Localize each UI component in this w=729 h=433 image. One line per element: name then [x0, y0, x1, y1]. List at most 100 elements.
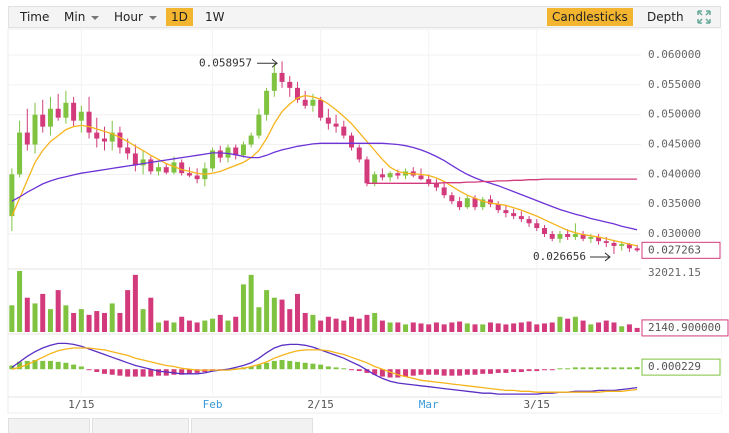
volume-bar — [240, 284, 246, 332]
volume-bar — [71, 312, 77, 332]
volume-bar — [418, 323, 424, 332]
candle-body — [487, 199, 493, 205]
interval-button[interactable]: Time — [20, 10, 50, 24]
macd-bar — [364, 369, 370, 373]
moving-average-line — [367, 178, 638, 184]
macd-bar — [410, 369, 416, 376]
volume-bar — [186, 320, 192, 332]
volume-bar — [279, 299, 285, 332]
interval-button[interactable]: 1D — [166, 8, 193, 26]
macd-bar — [32, 360, 38, 370]
volume-bar — [403, 324, 409, 332]
last-macd-label: 0.000229 — [648, 360, 701, 373]
macd-bar — [603, 367, 609, 370]
macd-bar — [333, 367, 339, 370]
candle-body — [572, 234, 578, 237]
macd-bar — [179, 369, 185, 375]
volume-bar — [542, 323, 548, 332]
macd-bar — [55, 361, 61, 370]
volume-bar — [526, 321, 532, 332]
volume-tick-label: 32021.15 — [648, 266, 701, 279]
macd-bar — [310, 363, 316, 370]
tab[interactable] — [8, 418, 90, 433]
macd-bar — [495, 369, 501, 373]
tab[interactable] — [191, 418, 313, 433]
candle-body — [17, 132, 23, 175]
candle-body — [549, 234, 555, 239]
annotation-arrow — [257, 58, 278, 68]
volume-bar — [611, 322, 617, 332]
macd-bar — [433, 369, 439, 375]
volume-bar — [217, 314, 223, 332]
macd-bar — [480, 369, 486, 374]
volume-bar — [596, 322, 602, 332]
candle-body — [240, 144, 246, 156]
chart-frame — [7, 28, 722, 414]
volume-bar — [310, 314, 316, 332]
volume-bar — [109, 303, 115, 332]
candle-body — [156, 167, 162, 172]
candle-body — [132, 153, 138, 166]
candle-body — [179, 162, 185, 174]
candle-body — [580, 234, 586, 239]
last-volume-label: 2140.900000 — [648, 321, 721, 334]
volume-bar — [379, 320, 385, 332]
macd-bar — [526, 369, 532, 372]
x-tick-label: 1/15 — [68, 398, 95, 411]
macd-bar — [418, 369, 424, 375]
macd-line — [11, 347, 638, 393]
candle-body — [441, 187, 447, 196]
volume-bar — [464, 323, 470, 332]
candle-body — [248, 135, 254, 145]
volume-bar — [156, 322, 162, 332]
macd-bar — [542, 369, 548, 371]
candle-body — [47, 108, 53, 127]
candle-body — [433, 183, 439, 188]
candle-body — [63, 102, 69, 118]
macd-bar — [47, 360, 53, 370]
candle-body — [341, 126, 347, 136]
volume-bar — [148, 297, 154, 332]
interval-button[interactable]: Hour — [109, 8, 162, 26]
candle-body — [588, 236, 594, 239]
candle-body — [101, 138, 107, 142]
macd-bar — [287, 360, 293, 370]
macd-bar — [256, 364, 262, 370]
volume-bar — [94, 311, 100, 332]
macd-bar — [101, 369, 107, 374]
candle-body — [534, 223, 540, 229]
volume-bar — [480, 324, 486, 332]
candle-body — [78, 111, 84, 121]
interval-button[interactable]: Min — [59, 8, 104, 26]
candle-body — [472, 198, 478, 208]
volume-bar — [55, 290, 61, 332]
candle-body — [565, 234, 571, 237]
volume-bar — [256, 307, 262, 332]
candle-body — [503, 210, 509, 214]
macd-bar — [565, 368, 571, 370]
x-tick-label: 2/15 — [307, 398, 334, 411]
macd-bar — [248, 366, 254, 370]
candle-body — [24, 132, 30, 145]
macd-bar — [572, 367, 578, 370]
candle-body — [372, 174, 378, 184]
toolbar: Time Min Hour 1D 1W Candlesticks Depth — [8, 6, 721, 28]
tab[interactable] — [92, 418, 189, 433]
candle-body — [318, 99, 324, 118]
macd-bar — [9, 365, 15, 370]
interval-button[interactable]: 1W — [205, 10, 225, 24]
view-button[interactable]: Depth — [647, 10, 684, 24]
volume-bar — [634, 327, 640, 332]
volume-bar — [349, 316, 355, 332]
macd-bar — [125, 369, 131, 377]
volume-bar — [325, 316, 331, 332]
fullscreen-icon[interactable] — [697, 10, 711, 24]
view-button[interactable]: Candlesticks — [547, 8, 633, 26]
volume-bar — [287, 309, 293, 332]
volume-bar — [264, 290, 270, 332]
volume-bar — [163, 320, 169, 332]
macd-bar — [294, 361, 300, 370]
macd-bar — [271, 360, 277, 370]
candle-body — [310, 99, 316, 106]
volume-bar — [132, 274, 138, 332]
